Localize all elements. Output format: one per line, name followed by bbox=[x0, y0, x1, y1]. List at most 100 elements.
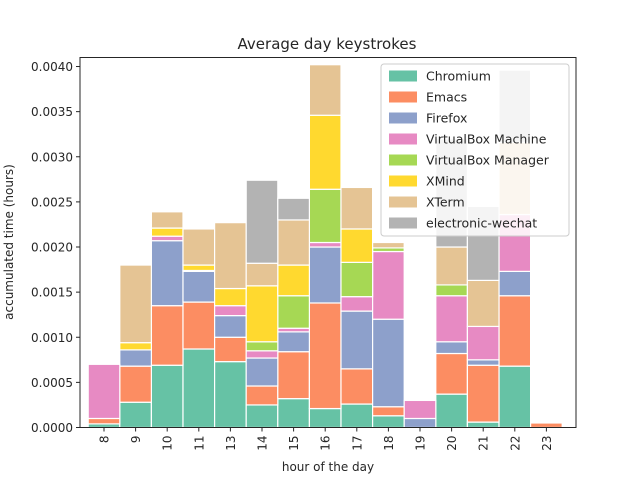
bar-segment bbox=[340, 296, 374, 312]
bar-segment bbox=[245, 404, 279, 429]
legend-entry-label: Chromium bbox=[426, 69, 491, 84]
bar-segment bbox=[435, 284, 468, 297]
x-tick-label: 21 bbox=[477, 436, 491, 451]
bar-segment bbox=[150, 235, 184, 242]
bar-segment bbox=[498, 270, 532, 297]
bar-segment bbox=[150, 211, 184, 229]
bar-segment bbox=[308, 302, 342, 410]
bar-segment bbox=[308, 64, 342, 116]
plot-area-frame bbox=[79, 57, 577, 428]
bar-segment bbox=[119, 401, 153, 429]
x-tick-label: 11 bbox=[192, 436, 206, 451]
bar-segment bbox=[119, 264, 153, 344]
bar-segment bbox=[214, 287, 247, 307]
bar-segment bbox=[340, 310, 374, 370]
legend-swatch bbox=[389, 112, 417, 124]
bar-segment bbox=[435, 246, 468, 286]
bar-segment bbox=[308, 246, 342, 304]
x-tick-label: 18 bbox=[382, 436, 396, 451]
bar-segment bbox=[87, 417, 121, 425]
bar-segment bbox=[372, 318, 405, 408]
y-tick-label: 0.0010 bbox=[31, 331, 73, 345]
bar-segment bbox=[119, 349, 153, 367]
bar-segment bbox=[340, 261, 374, 298]
bar-segment bbox=[119, 365, 153, 403]
x-tick-label: 19 bbox=[414, 436, 428, 451]
bar-segment bbox=[182, 301, 216, 350]
x-tick-label: 16 bbox=[319, 436, 333, 451]
bar-segment bbox=[466, 325, 500, 361]
bar-segment bbox=[308, 407, 342, 429]
bar-segment bbox=[372, 406, 405, 417]
bar-segment bbox=[340, 186, 374, 230]
legend-box bbox=[380, 63, 570, 237]
bar-segment bbox=[435, 352, 468, 395]
y-axis-label: accumulated time (hours) bbox=[2, 164, 16, 320]
bar-segment bbox=[245, 285, 279, 343]
bar-segment bbox=[435, 393, 468, 429]
bar-segment bbox=[340, 368, 374, 405]
legend-entry-label: VirtualBox Manager bbox=[426, 153, 550, 168]
y-tick-label: 0.0005 bbox=[31, 376, 73, 390]
x-tick-label: 22 bbox=[508, 436, 522, 451]
y-axis-ticks: 0.0000 0.0005 0.0010 0.0015 0.0020 0.0025 0.00… bbox=[31, 60, 80, 435]
bar-segment bbox=[150, 305, 184, 366]
y-tick-label: 0.0015 bbox=[31, 286, 73, 300]
legend-entry-label: Emacs bbox=[426, 90, 467, 105]
bar-segment bbox=[372, 415, 405, 429]
x-tick-label: 14 bbox=[256, 436, 270, 451]
x-tick-label: 13 bbox=[224, 436, 238, 451]
bar-segment bbox=[403, 399, 437, 420]
bar-segment bbox=[277, 197, 310, 221]
bar-segment bbox=[119, 342, 153, 351]
bar-segment bbox=[214, 314, 247, 338]
y-tick-label: 0.0035 bbox=[31, 105, 73, 119]
bar-segment bbox=[277, 398, 310, 429]
bar-segment bbox=[277, 295, 310, 329]
legend-swatch bbox=[389, 154, 417, 166]
bar-segment bbox=[214, 336, 247, 363]
bar-segment bbox=[435, 295, 468, 343]
bar-segment bbox=[182, 348, 216, 429]
legend-swatch bbox=[389, 175, 417, 187]
bar-segment bbox=[182, 264, 216, 272]
bar-segment bbox=[403, 417, 437, 429]
bar-segment bbox=[182, 270, 216, 303]
bar-segment bbox=[498, 365, 532, 429]
bar-segment bbox=[150, 240, 184, 307]
legend-entry-label: XTerm bbox=[426, 195, 465, 210]
x-tick-label: 9 bbox=[129, 436, 143, 444]
bar-segment bbox=[466, 421, 500, 429]
bar-segment bbox=[340, 228, 374, 263]
bar-segment bbox=[245, 262, 279, 287]
legend-swatch bbox=[389, 70, 417, 82]
bar-segment bbox=[466, 359, 500, 366]
bar-segment bbox=[308, 114, 342, 190]
legend-entry-label: Firefox bbox=[426, 111, 467, 126]
x-axis-ticks: 8 9 10 11 13 14 15 16 17 18 19 20 21 22 23 bbox=[98, 427, 554, 451]
bar-segment bbox=[245, 179, 279, 264]
x-tick-label: 20 bbox=[445, 436, 459, 451]
chart-title: Average day keystrokes bbox=[238, 35, 417, 53]
x-tick-label: 8 bbox=[98, 436, 112, 444]
bar-segment bbox=[466, 279, 500, 328]
y-tick-label: 0.0020 bbox=[31, 241, 73, 255]
bar-segment bbox=[245, 357, 279, 387]
bar-segment bbox=[308, 188, 342, 244]
bars bbox=[87, 64, 563, 429]
x-tick-label: 15 bbox=[287, 436, 301, 451]
bar-segment bbox=[150, 227, 184, 237]
bar-segment bbox=[245, 385, 279, 406]
bar-segment bbox=[214, 305, 247, 317]
x-tick-label: 17 bbox=[350, 436, 364, 451]
legend-entry-label: electronic-wechat bbox=[426, 216, 537, 231]
y-tick-label: 0.0030 bbox=[31, 150, 73, 164]
y-tick-label: 0.0000 bbox=[31, 421, 73, 435]
bar-segment bbox=[277, 219, 310, 266]
legend-swatch bbox=[389, 196, 417, 208]
bar-segment bbox=[182, 228, 216, 266]
legend-swatch bbox=[389, 217, 417, 229]
legend-swatch bbox=[389, 91, 417, 103]
